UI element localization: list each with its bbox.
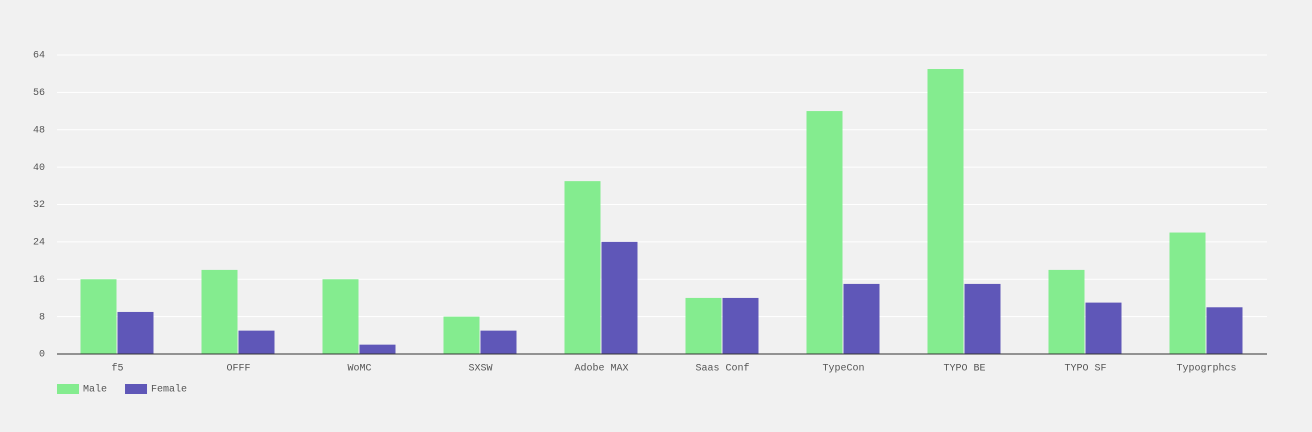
- y-tick-label: 32: [33, 200, 45, 211]
- bar: [806, 111, 843, 354]
- bar: [927, 69, 964, 354]
- y-tick-label: 8: [39, 312, 45, 323]
- x-tick-label: OFFF: [226, 364, 250, 375]
- y-tick-label: 16: [33, 275, 45, 286]
- y-tick-label: 56: [33, 88, 45, 99]
- y-tick-label: 0: [39, 350, 45, 361]
- bar: [1206, 307, 1243, 354]
- legend-label: Male: [83, 384, 107, 396]
- bar: [359, 344, 396, 354]
- bar: [685, 297, 722, 354]
- bar: [722, 297, 759, 354]
- x-tick-label: f5: [111, 363, 123, 375]
- y-tick-label: 64: [33, 51, 45, 62]
- x-tick-label: SXSW: [468, 364, 492, 375]
- bar: [322, 279, 359, 354]
- legend-label: Female: [151, 384, 187, 396]
- y-tick-label: 24: [33, 238, 45, 249]
- x-tick-label: WoMC: [347, 364, 371, 375]
- bar: [117, 311, 154, 354]
- bar: [80, 279, 117, 354]
- bar: [201, 269, 238, 354]
- bar: [964, 283, 1001, 354]
- bar: [1169, 232, 1206, 354]
- bar: [843, 283, 880, 354]
- bar: [564, 181, 601, 354]
- legend-swatch: [125, 384, 148, 394]
- bar: [238, 330, 275, 354]
- x-tick-label: TypeCon: [822, 364, 864, 375]
- bar: [1085, 302, 1122, 354]
- y-tick-label: 40: [33, 163, 45, 174]
- bar: [443, 316, 480, 354]
- legend-swatch: [57, 384, 79, 394]
- x-tick-label: Typogrphcs: [1176, 363, 1236, 375]
- x-tick-label: TYPO BE: [943, 364, 985, 375]
- x-tick-label: Adobe MAX: [574, 363, 628, 375]
- x-tick-label: Saas Conf: [695, 363, 749, 375]
- bar: [1048, 269, 1085, 354]
- bar: [601, 241, 638, 354]
- y-tick-label: 48: [33, 125, 45, 136]
- x-tick-label: TYPO SF: [1064, 364, 1106, 375]
- bar: [480, 330, 517, 354]
